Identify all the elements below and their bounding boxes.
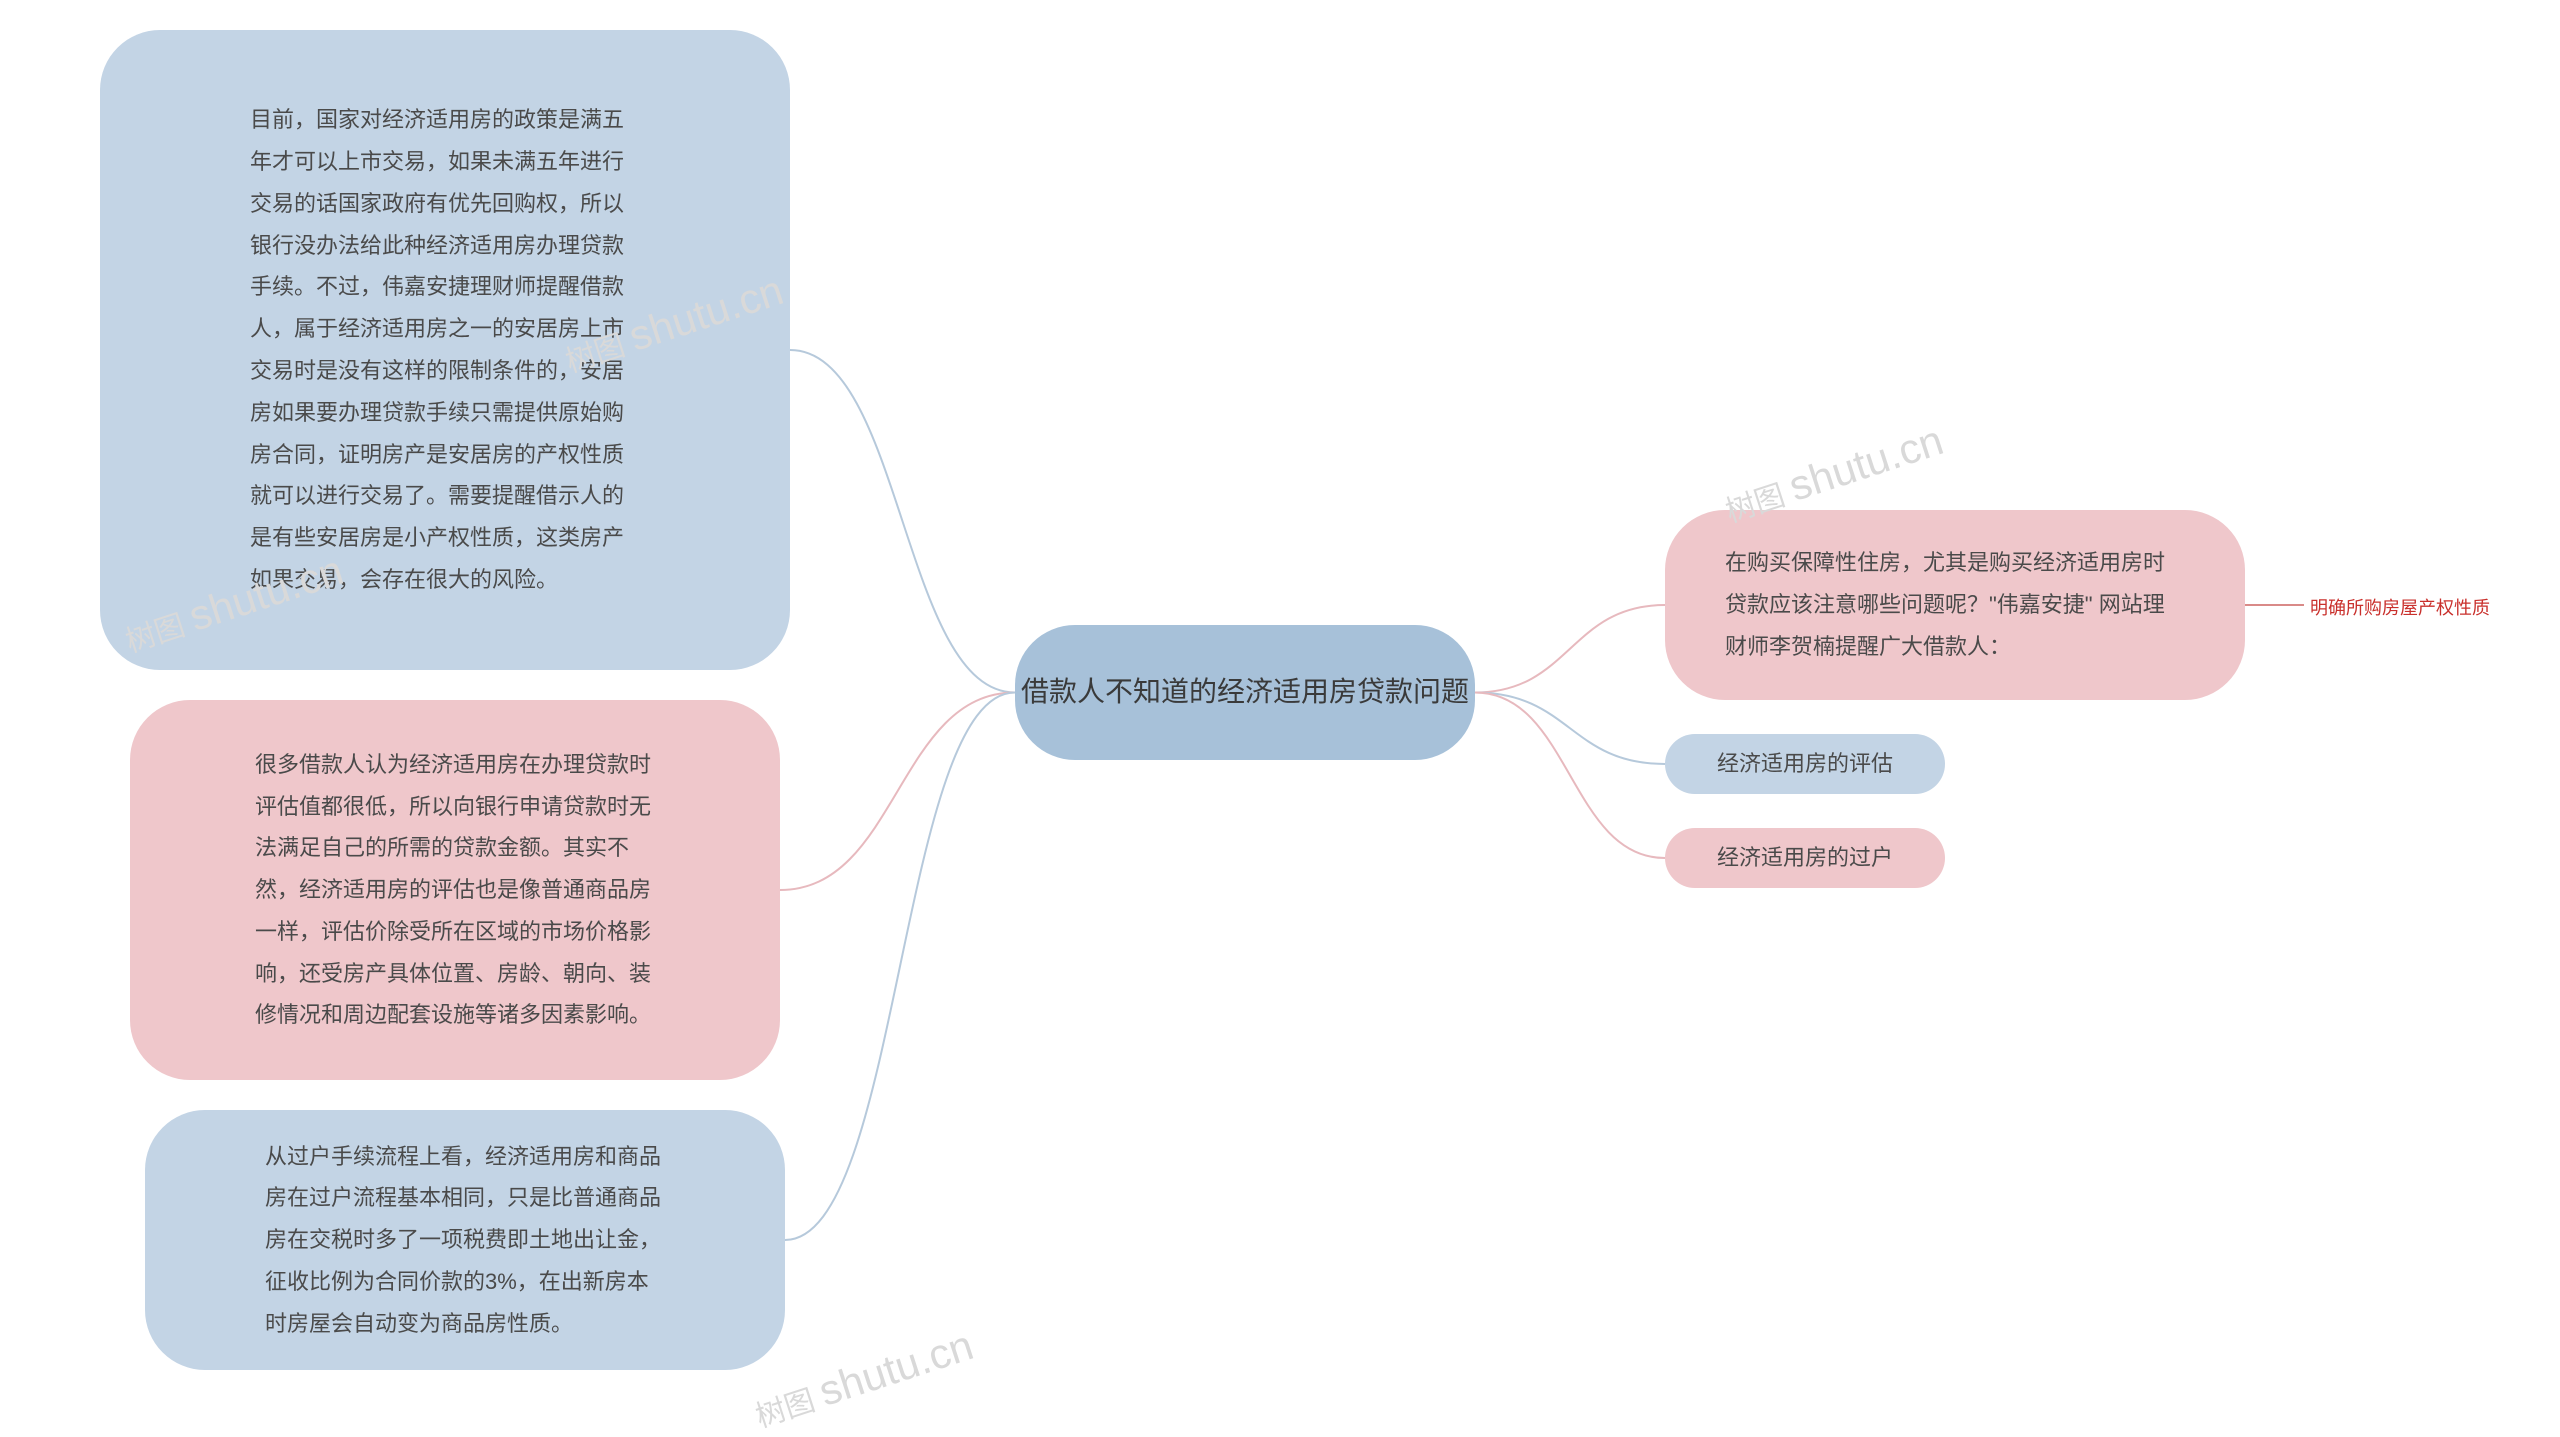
node-text: 借款人不知道的经济适用房贷款问题	[1021, 670, 1469, 715]
node-text: 从过户手续流程上看，经济适用房和商品房在过户流程基本相同，只是比普通商品房在交税…	[265, 1136, 665, 1345]
node-text: 目前，国家对经济适用房的政策是满五年才可以上市交易，如果未满五年进行交易的话国家…	[250, 99, 640, 601]
mindmap-node: 经济适用房的过户	[1665, 828, 1945, 888]
mindmap-node: 从过户手续流程上看，经济适用房和商品房在过户流程基本相同，只是比普通商品房在交税…	[145, 1110, 785, 1370]
leaf-text: 明确所购房屋产权性质	[2310, 594, 2490, 620]
mindmap-node: 借款人不知道的经济适用房贷款问题	[1015, 625, 1475, 760]
mindmap-node: 经济适用房的评估	[1665, 734, 1945, 794]
watermark: 树图 shutu.cn	[748, 1321, 979, 1437]
node-text: 经济适用房的过户	[1675, 837, 1935, 879]
node-text: 经济适用房的评估	[1675, 743, 1935, 785]
node-text: 在购买保障性住房，尤其是购买经济适用房时贷款应该注意哪些问题呢？"伟嘉安捷" 网…	[1725, 542, 2185, 667]
node-text: 很多借款人认为经济适用房在办理贷款时评估值都很低，所以向银行申请贷款时无法满足自…	[255, 744, 655, 1037]
mindmap-node: 目前，国家对经济适用房的政策是满五年才可以上市交易，如果未满五年进行交易的话国家…	[100, 30, 790, 670]
mindmap-node: 在购买保障性住房，尤其是购买经济适用房时贷款应该注意哪些问题呢？"伟嘉安捷" 网…	[1665, 510, 2245, 700]
mindmap-node: 很多借款人认为经济适用房在办理贷款时评估值都很低，所以向银行申请贷款时无法满足自…	[130, 700, 780, 1080]
leaf-node: 明确所购房屋产权性质	[2310, 594, 2490, 620]
